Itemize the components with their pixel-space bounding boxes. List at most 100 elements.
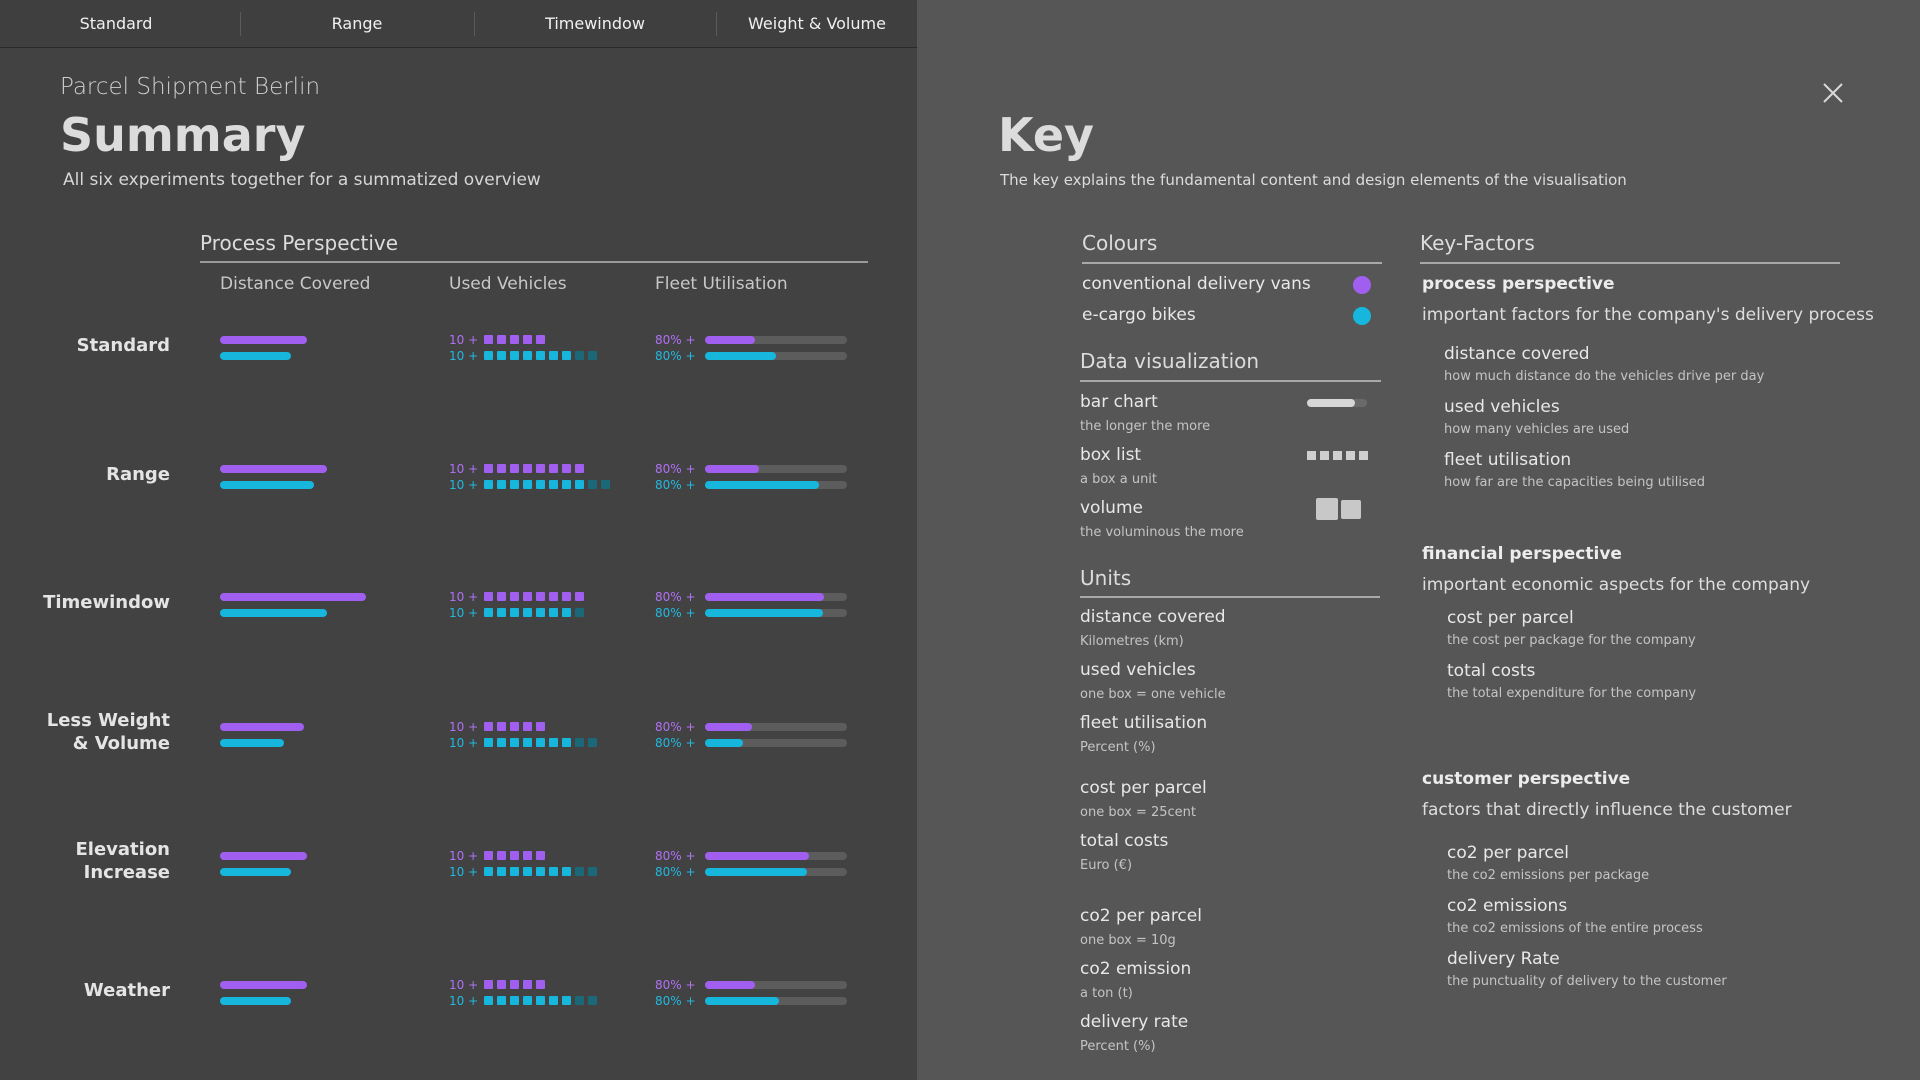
vehicle-box-bikes — [484, 738, 493, 747]
tab-timewindow[interactable]: Timewindow — [545, 14, 645, 33]
scenario-label-line: Weather — [83, 979, 170, 1001]
vehicle-box-vans — [575, 464, 584, 473]
unit-label: cost per parcel — [1080, 778, 1207, 798]
location-subtitle: Parcel Shipment Berlin — [60, 74, 321, 100]
factor-sub: the total expenditure for the company — [1447, 686, 1697, 701]
unit-label: used vehicles — [1080, 660, 1196, 680]
utilisation-track — [705, 336, 847, 344]
vehicles-base-label: 10 + — [449, 606, 479, 620]
unit-label: co2 per parcel — [1080, 906, 1202, 926]
unit-label: delivery rate — [1080, 1012, 1189, 1032]
vehicle-box-bikes — [549, 480, 558, 489]
key-title: Key — [998, 108, 1095, 162]
vehicle-box-bikes — [510, 867, 519, 876]
vehicle-box-vans — [484, 851, 493, 860]
tab-weight-volume[interactable]: Weight & Volume — [748, 14, 886, 33]
utilisation-bar-vans — [705, 465, 759, 473]
vehicles-base-label: 10 + — [449, 333, 479, 347]
vehicle-box-vans — [523, 464, 532, 473]
vehicle-box-bikes — [549, 867, 558, 876]
tab-standard[interactable]: Standard — [79, 14, 153, 33]
dataviz-label: box list — [1080, 445, 1142, 465]
unit-label: co2 emission — [1080, 959, 1192, 979]
page-title: Summary — [60, 108, 306, 162]
unit-sub: Percent (%) — [1080, 1039, 1156, 1054]
key-factors-title: Key-Factors — [1420, 231, 1535, 255]
vehicle-box-vans — [497, 464, 506, 473]
utilisation-track — [705, 465, 847, 473]
vehicle-box-vans — [484, 980, 493, 989]
vehicle-box-bikes — [523, 480, 532, 489]
vehicles-base-label: 10 + — [449, 590, 479, 604]
vehicle-box-bikes — [497, 738, 506, 747]
dataviz-sub: the voluminous the more — [1080, 525, 1244, 540]
close-icon[interactable] — [1818, 78, 1848, 108]
vehicle-box-vans — [484, 722, 493, 731]
factor-sub: how many vehicles are used — [1444, 422, 1630, 437]
vehicle-box-vans — [549, 464, 558, 473]
vehicles-base-label: 10 + — [449, 478, 479, 492]
volume-icon — [1316, 498, 1362, 520]
vehicles-base-label: 10 + — [449, 720, 479, 734]
perspective-description: factors that directly influence the cust… — [1422, 800, 1792, 820]
utilisation-bar-bikes — [705, 868, 807, 876]
utilisation-base-label: 80% + — [655, 994, 696, 1008]
tab-divider — [474, 12, 475, 36]
box-list-icon — [1307, 451, 1369, 461]
perspective-description: important economic aspects for the compa… — [1422, 575, 1811, 595]
vehicle-box-vans — [497, 592, 506, 601]
vehicle-box-vans — [497, 980, 506, 989]
vehicle-box-vans — [536, 722, 545, 731]
vehicle-box-vans — [536, 851, 545, 860]
utilisation-track — [705, 352, 847, 360]
factor-sub: the co2 emissions of the entire process — [1447, 921, 1703, 936]
utilisation-base-label: 80% + — [655, 606, 696, 620]
vehicle-box-bikes — [536, 867, 545, 876]
factor-label: co2 emissions — [1447, 896, 1568, 916]
distance-bar-vans — [220, 593, 366, 601]
vehicle-box-bikes — [536, 351, 545, 360]
vehicle-box-bikes — [510, 480, 519, 489]
scenario-label-line: Standard — [76, 334, 170, 356]
perspective-title: Process Perspective — [200, 231, 399, 255]
vehicle-box-bikes — [484, 480, 493, 489]
vehicle-box-bikes — [536, 480, 545, 489]
factor-sub: the punctuality of delivery to the custo… — [1447, 974, 1727, 989]
factor-label: delivery Rate — [1447, 949, 1560, 969]
utilisation-bar-bikes — [705, 609, 823, 617]
unit-label: fleet utilisation — [1080, 713, 1208, 733]
utilisation-track — [705, 723, 847, 731]
vehicle-box-bikes — [497, 351, 506, 360]
vehicle-box-bikes — [575, 351, 584, 360]
vehicle-box-bikes — [588, 738, 597, 747]
dataviz-label: volume — [1080, 498, 1143, 518]
unit-label: distance covered — [1080, 607, 1226, 627]
vehicle-box-bikes — [510, 608, 519, 617]
tab-range[interactable]: Range — [331, 14, 383, 33]
vehicle-box-bikes — [549, 738, 558, 747]
vehicles-base-label: 10 + — [449, 994, 479, 1008]
scenario-label-line: Increase — [83, 862, 170, 883]
factor-sub: the co2 emissions per package — [1447, 868, 1650, 883]
vehicle-box-bikes — [510, 351, 519, 360]
vehicle-box-vans — [510, 722, 519, 731]
vehicle-box-bikes — [562, 351, 571, 360]
vehicles-base-label: 10 + — [449, 349, 479, 363]
vehicle-box-bikes — [497, 996, 506, 1005]
key-panel: Key The key explains the fundamental con… — [917, 0, 1920, 1080]
utilisation-bar-bikes — [705, 739, 743, 747]
colour-label-bikes: e-cargo bikes — [1082, 305, 1196, 325]
dataviz-sub: a box a unit — [1080, 472, 1158, 487]
vehicle-box-vans — [497, 851, 506, 860]
utilisation-base-label: 80% + — [655, 590, 696, 604]
factor-sub: the cost per package for the company — [1447, 633, 1696, 648]
page-description: All six experiments together for a summa… — [63, 170, 541, 190]
vehicle-box-vans — [510, 335, 519, 344]
distance-bar-bikes — [220, 868, 291, 876]
perspective-divider — [200, 261, 868, 263]
unit-sub: one box = 10g — [1080, 933, 1176, 948]
vehicle-box-bikes — [523, 608, 532, 617]
vehicle-box-vans — [536, 464, 545, 473]
unit-label: total costs — [1080, 831, 1169, 851]
scenario-label: Less Weight & Volume — [20, 709, 170, 755]
